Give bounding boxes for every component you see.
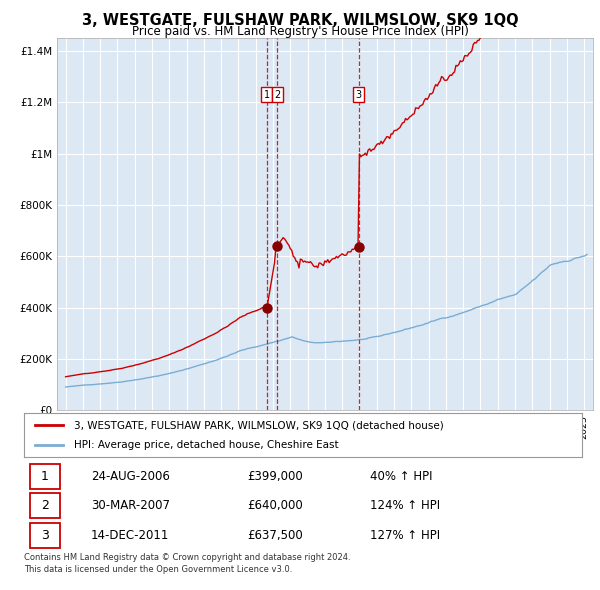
Text: 3: 3 [41,529,49,542]
Text: 14-DEC-2011: 14-DEC-2011 [91,529,169,542]
Text: 24-AUG-2006: 24-AUG-2006 [91,470,170,483]
Text: £637,500: £637,500 [247,529,303,542]
Text: £399,000: £399,000 [247,470,303,483]
Text: £640,000: £640,000 [247,500,303,513]
Text: Contains HM Land Registry data © Crown copyright and database right 2024.
This d: Contains HM Land Registry data © Crown c… [24,553,350,573]
Text: 30-MAR-2007: 30-MAR-2007 [91,500,170,513]
Text: 3, WESTGATE, FULSHAW PARK, WILMSLOW, SK9 1QQ: 3, WESTGATE, FULSHAW PARK, WILMSLOW, SK9… [82,13,518,28]
Text: 1: 1 [41,470,49,483]
Text: 40% ↑ HPI: 40% ↑ HPI [370,470,433,483]
Text: HPI: Average price, detached house, Cheshire East: HPI: Average price, detached house, Ches… [74,440,339,450]
Text: 3: 3 [356,90,362,100]
Text: 2: 2 [274,90,280,100]
FancyBboxPatch shape [29,523,60,548]
Text: Price paid vs. HM Land Registry's House Price Index (HPI): Price paid vs. HM Land Registry's House … [131,25,469,38]
Text: 3, WESTGATE, FULSHAW PARK, WILMSLOW, SK9 1QQ (detached house): 3, WESTGATE, FULSHAW PARK, WILMSLOW, SK9… [74,421,444,430]
Text: 124% ↑ HPI: 124% ↑ HPI [370,500,440,513]
Text: 1: 1 [264,90,270,100]
FancyBboxPatch shape [29,493,60,519]
Text: 2: 2 [41,500,49,513]
Text: 127% ↑ HPI: 127% ↑ HPI [370,529,440,542]
FancyBboxPatch shape [29,464,60,489]
